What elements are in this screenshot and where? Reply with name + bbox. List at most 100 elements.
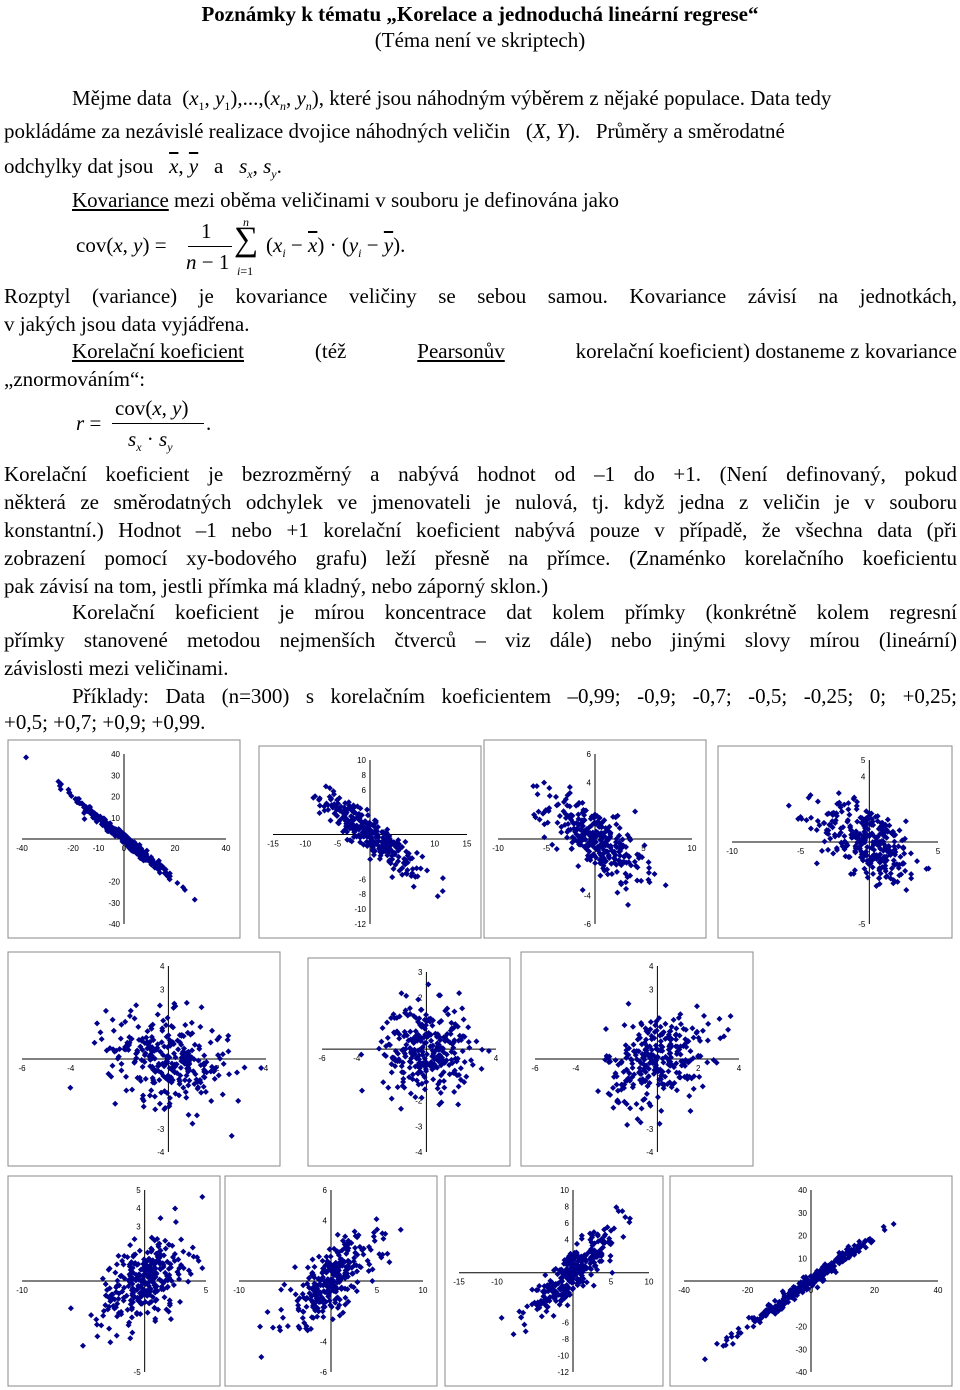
data-point bbox=[376, 855, 383, 862]
data-point bbox=[626, 1070, 633, 1077]
data-point bbox=[161, 1088, 168, 1095]
data-point bbox=[635, 1031, 642, 1038]
data-point bbox=[569, 1276, 576, 1283]
scatter-plot-11: -40 -20 0 20 40 40 30 20 10 -20 -30 -40 bbox=[669, 1175, 953, 1387]
formula-lhs: cov(x, y) = bbox=[76, 233, 167, 257]
data-point bbox=[667, 1062, 674, 1069]
data-point bbox=[530, 783, 537, 790]
data-point bbox=[886, 822, 893, 829]
y-tick-label: -5 bbox=[858, 920, 866, 929]
data-point bbox=[417, 1021, 424, 1028]
data-point bbox=[465, 1039, 472, 1046]
data-point bbox=[607, 1091, 614, 1098]
data-point bbox=[423, 1060, 430, 1067]
data-point bbox=[148, 1245, 155, 1252]
data-point bbox=[202, 1088, 209, 1095]
data-point bbox=[890, 1221, 897, 1228]
data-point bbox=[721, 1033, 728, 1040]
data-point bbox=[898, 871, 905, 878]
data-point bbox=[572, 1261, 579, 1268]
data-point bbox=[163, 1033, 170, 1040]
data-point bbox=[880, 1223, 887, 1230]
data-point bbox=[881, 829, 888, 836]
data-point bbox=[660, 1029, 667, 1036]
data-point bbox=[384, 1019, 391, 1026]
data-point bbox=[104, 826, 111, 833]
data-point bbox=[841, 833, 848, 840]
data-point bbox=[359, 1247, 366, 1254]
data-point bbox=[137, 1043, 144, 1050]
data-point bbox=[278, 1306, 285, 1313]
data-point bbox=[599, 1239, 606, 1246]
data-point bbox=[163, 1022, 170, 1029]
data-point bbox=[399, 1059, 406, 1066]
data-point bbox=[863, 848, 870, 855]
data-point bbox=[124, 1254, 131, 1261]
data-point bbox=[419, 1060, 426, 1067]
data-point bbox=[907, 850, 914, 857]
data-point bbox=[120, 1261, 127, 1268]
data-point bbox=[832, 820, 839, 827]
scatter-plot-7: -6 -4 2 4 4 3 -3 -4 bbox=[520, 951, 754, 1167]
data-point bbox=[131, 1015, 138, 1022]
data-point bbox=[156, 1077, 163, 1084]
data-point bbox=[342, 1294, 349, 1301]
y-tick-label: 3 bbox=[136, 1222, 141, 1231]
data-point bbox=[208, 1098, 215, 1105]
data-point bbox=[883, 874, 890, 881]
data-point bbox=[373, 827, 380, 834]
data-point bbox=[235, 1097, 242, 1104]
data-point bbox=[690, 1085, 697, 1092]
data-point bbox=[93, 1316, 100, 1323]
data-point bbox=[673, 1087, 680, 1094]
data-point bbox=[832, 817, 839, 824]
data-point bbox=[684, 1075, 691, 1082]
data-point bbox=[175, 1046, 182, 1053]
data-point bbox=[595, 1088, 602, 1095]
data-point bbox=[631, 1071, 638, 1078]
data-point bbox=[189, 1244, 196, 1251]
data-point bbox=[896, 827, 903, 834]
data-point bbox=[379, 1230, 386, 1237]
y-tick-label: 20 bbox=[798, 1232, 807, 1241]
data-point bbox=[575, 837, 582, 844]
data-point bbox=[402, 1007, 409, 1014]
data-point bbox=[95, 814, 102, 821]
x-tick-label: 5 bbox=[641, 844, 646, 853]
data-point bbox=[438, 1099, 445, 1106]
covariance-term: Kovariance bbox=[72, 188, 169, 212]
data-point bbox=[586, 848, 593, 855]
data-point bbox=[614, 889, 621, 896]
data-point bbox=[201, 1052, 208, 1059]
data-point bbox=[334, 796, 341, 803]
data-point bbox=[621, 853, 628, 860]
data-point bbox=[875, 854, 882, 861]
y-tick-label: 6 bbox=[362, 786, 367, 795]
data-point bbox=[143, 1034, 150, 1041]
x-tick-label: -5 bbox=[797, 847, 805, 856]
data-point bbox=[601, 1226, 608, 1233]
data-point bbox=[604, 827, 611, 834]
data-point bbox=[613, 1081, 620, 1088]
data-point bbox=[607, 844, 614, 851]
data-point bbox=[846, 811, 853, 818]
data-point bbox=[399, 871, 406, 878]
data-point bbox=[139, 1046, 146, 1053]
data-point bbox=[140, 1264, 147, 1271]
data-point bbox=[112, 832, 119, 839]
data-point bbox=[762, 1307, 769, 1314]
data-point bbox=[816, 822, 823, 829]
data-point bbox=[750, 1323, 757, 1330]
data-point bbox=[160, 1252, 167, 1259]
y-tick-label: -40 bbox=[108, 920, 120, 929]
data-point bbox=[334, 1304, 341, 1311]
data-point bbox=[152, 1289, 159, 1296]
data-point bbox=[641, 842, 648, 849]
range-paragraph-line-3: konstantní.) Hodnot –1 nebo +1 korelační… bbox=[4, 518, 957, 542]
data-point bbox=[670, 1016, 677, 1023]
data-point bbox=[548, 1286, 555, 1293]
data-point bbox=[151, 1093, 158, 1100]
data-point bbox=[436, 1019, 443, 1026]
data-point bbox=[751, 1317, 758, 1324]
